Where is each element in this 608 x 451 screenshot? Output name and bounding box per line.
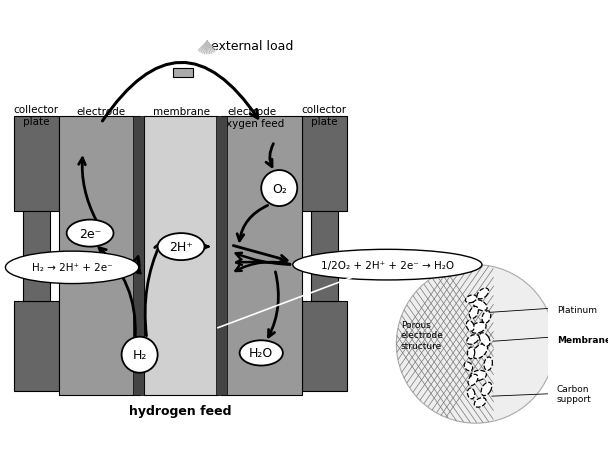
FancyArrowPatch shape <box>78 159 96 221</box>
Bar <box>144 117 218 396</box>
Bar <box>216 117 227 396</box>
Bar <box>13 117 58 211</box>
Bar <box>173 69 193 78</box>
Bar <box>133 117 144 396</box>
Text: collector
plate: collector plate <box>302 105 347 127</box>
Ellipse shape <box>466 295 477 303</box>
Ellipse shape <box>481 382 492 396</box>
Bar <box>221 117 302 396</box>
Ellipse shape <box>467 335 479 345</box>
FancyArrowPatch shape <box>237 206 268 241</box>
Circle shape <box>396 265 555 423</box>
Ellipse shape <box>293 250 482 281</box>
Ellipse shape <box>5 252 139 284</box>
FancyArrowPatch shape <box>145 244 161 336</box>
Text: H₂ → 2H⁺ + 2e⁻: H₂ → 2H⁺ + 2e⁻ <box>32 263 112 273</box>
Ellipse shape <box>472 344 488 359</box>
Text: 2e⁻: 2e⁻ <box>79 227 101 240</box>
Text: electrode
oxygen feed: electrode oxygen feed <box>220 107 285 129</box>
Text: hydrogen feed: hydrogen feed <box>129 405 232 417</box>
Ellipse shape <box>468 347 475 359</box>
Ellipse shape <box>482 311 491 323</box>
FancyArrowPatch shape <box>266 144 274 167</box>
Text: membrane: membrane <box>153 107 210 117</box>
Bar <box>302 301 347 391</box>
Ellipse shape <box>484 357 492 371</box>
Bar <box>13 301 58 391</box>
FancyArrowPatch shape <box>99 248 136 336</box>
Text: Carbon
support: Carbon support <box>557 384 592 403</box>
Ellipse shape <box>474 398 486 407</box>
Circle shape <box>122 337 157 373</box>
Text: external load: external load <box>211 40 294 53</box>
FancyArrowPatch shape <box>134 257 139 265</box>
FancyArrowPatch shape <box>134 267 139 273</box>
Ellipse shape <box>67 220 114 247</box>
Text: H₂: H₂ <box>133 349 147 361</box>
Ellipse shape <box>466 321 474 331</box>
Text: Porous
electrode
structure: Porous electrode structure <box>401 320 444 350</box>
Text: Membrane: Membrane <box>557 335 608 344</box>
Ellipse shape <box>469 307 478 319</box>
Ellipse shape <box>240 341 283 366</box>
Ellipse shape <box>471 322 486 333</box>
Text: collector
plate: collector plate <box>13 105 58 127</box>
Bar <box>302 117 347 211</box>
Text: 1/2O₂ + 2H⁺ + 2e⁻ → H₂O: 1/2O₂ + 2H⁺ + 2e⁻ → H₂O <box>321 260 454 270</box>
FancyArrowPatch shape <box>135 265 140 274</box>
Ellipse shape <box>477 289 489 299</box>
Ellipse shape <box>471 371 486 381</box>
Text: 2H⁺: 2H⁺ <box>169 240 193 253</box>
Bar <box>58 117 140 396</box>
Bar <box>311 211 338 301</box>
FancyArrowPatch shape <box>236 260 290 265</box>
Ellipse shape <box>473 300 487 311</box>
FancyArrowPatch shape <box>235 262 290 272</box>
FancyArrowPatch shape <box>236 253 290 265</box>
Text: H₂O: H₂O <box>249 347 274 359</box>
FancyArrowPatch shape <box>201 244 208 250</box>
FancyArrowPatch shape <box>102 63 258 122</box>
Ellipse shape <box>468 374 478 386</box>
Text: O₂: O₂ <box>272 182 287 195</box>
Ellipse shape <box>157 234 204 261</box>
Ellipse shape <box>479 333 490 346</box>
Bar <box>22 211 49 301</box>
Ellipse shape <box>465 362 472 371</box>
Circle shape <box>261 170 297 207</box>
FancyArrowPatch shape <box>233 246 287 262</box>
Text: electrode: electrode <box>77 107 125 117</box>
Text: Platinum: Platinum <box>557 305 596 314</box>
FancyArrowPatch shape <box>269 272 278 337</box>
Ellipse shape <box>468 388 475 399</box>
